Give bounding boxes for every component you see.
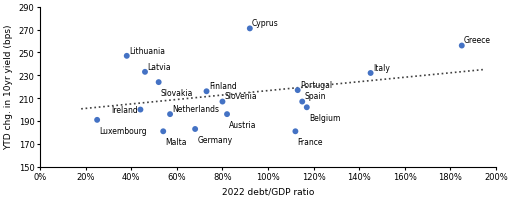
Point — [191, 128, 199, 131]
Text: Germany: Germany — [198, 135, 232, 144]
Text: Austria: Austria — [229, 120, 257, 129]
Point — [123, 55, 131, 58]
Point — [202, 90, 210, 93]
Text: Finland: Finland — [209, 82, 237, 91]
Point — [141, 71, 149, 74]
Text: Italy: Italy — [373, 63, 390, 72]
Text: France: France — [297, 137, 323, 146]
Point — [219, 100, 227, 104]
Text: Portugal: Portugal — [300, 81, 332, 89]
Point — [298, 100, 306, 104]
Point — [291, 130, 300, 133]
Text: Netherlands: Netherlands — [173, 104, 219, 113]
Point — [223, 113, 231, 116]
Point — [93, 119, 101, 122]
Point — [303, 106, 311, 109]
Text: Luxembourg: Luxembourg — [99, 126, 147, 135]
Point — [293, 89, 302, 92]
Point — [166, 113, 174, 116]
Text: Belgium: Belgium — [309, 113, 340, 122]
Point — [136, 108, 144, 112]
X-axis label: 2022 debt/GDP ratio: 2022 debt/GDP ratio — [222, 187, 314, 196]
Text: Slovenia: Slovenia — [225, 92, 258, 101]
Point — [155, 81, 163, 84]
Point — [159, 130, 167, 133]
Text: Greece: Greece — [464, 36, 491, 45]
Text: Cyprus: Cyprus — [252, 19, 279, 28]
Text: Ireland: Ireland — [112, 106, 138, 114]
Point — [367, 72, 375, 75]
Text: Slovakia: Slovakia — [161, 88, 194, 97]
Point — [246, 28, 254, 31]
Y-axis label: YTD chg. in 10yr yield (bps): YTD chg. in 10yr yield (bps) — [4, 25, 13, 150]
Text: Latvia: Latvia — [147, 62, 171, 71]
Text: Malta: Malta — [165, 137, 187, 146]
Text: Spain: Spain — [305, 92, 326, 101]
Point — [458, 45, 466, 48]
Text: Lithuania: Lithuania — [129, 46, 165, 55]
